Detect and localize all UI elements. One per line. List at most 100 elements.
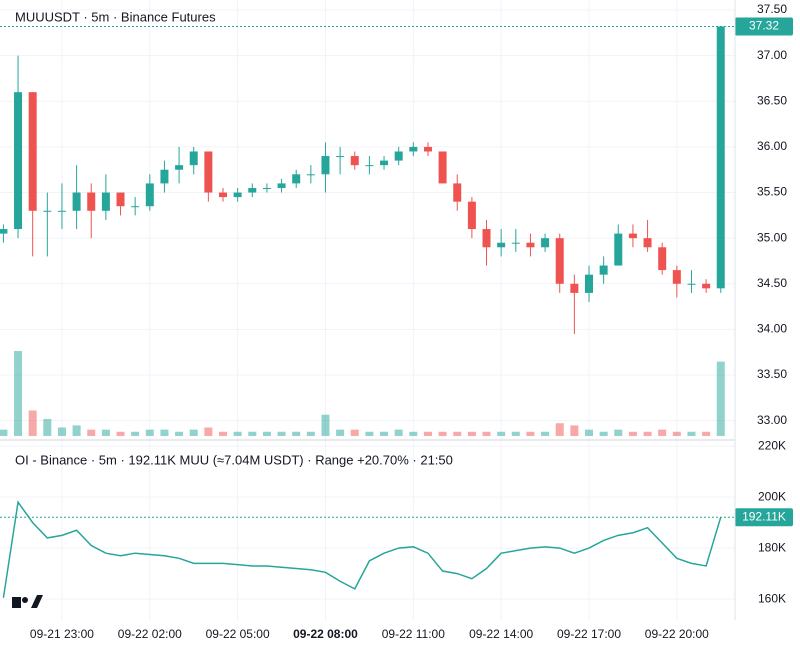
y-tick-label: 35.50 [757, 185, 787, 199]
volume-bar [160, 429, 169, 436]
candle-body [175, 165, 184, 170]
oi-title: OI - Binance · 5m · 192.11K MUU (≈7.04M … [15, 452, 453, 467]
y-tick-label: 33.00 [757, 413, 787, 427]
candle-body [511, 242, 520, 244]
volume-bar [321, 414, 330, 436]
candle-body [570, 283, 579, 293]
volume-bar [306, 431, 315, 436]
candle-body [189, 151, 198, 166]
candle-body [541, 238, 550, 248]
volume-bar [72, 425, 81, 436]
y-tick-label: 200K [758, 489, 786, 503]
y-tick-label: 180K [758, 540, 786, 554]
candle-body [585, 274, 593, 293]
volume-bar [599, 431, 608, 436]
volume-bar [233, 431, 242, 436]
candle-body [306, 174, 315, 176]
candle-body [409, 146, 418, 152]
candle-body [14, 92, 23, 230]
volume-bar [716, 361, 725, 436]
volume-bar [14, 351, 23, 436]
y-tick-label: 220K [758, 438, 786, 452]
volume-bar [101, 429, 110, 436]
candle-body [643, 238, 652, 248]
volume-bar [643, 431, 652, 436]
y-tick-label: 36.00 [757, 139, 787, 153]
volume-bar [570, 425, 579, 436]
x-tick-label: 09-21 23:00 [30, 627, 94, 641]
volume-bar [687, 431, 696, 436]
candle-body [687, 283, 696, 285]
x-tick-label: 09-22 02:00 [118, 627, 182, 641]
candle-body [467, 201, 476, 230]
candle-body [43, 210, 52, 212]
candle-body [131, 206, 140, 208]
volume-bar [350, 429, 359, 436]
volume-bar [248, 431, 257, 436]
y-tick-label: 37.50 [757, 2, 787, 16]
candle-body [292, 174, 301, 184]
candle-body [394, 151, 403, 161]
volume-bar [189, 429, 198, 436]
x-tick-label: 09-22 20:00 [645, 627, 709, 641]
volume-bar [57, 427, 66, 436]
candle-body [380, 160, 389, 166]
volume-bar [658, 429, 667, 436]
candle-body [160, 169, 169, 184]
volume-bar [145, 429, 154, 436]
candle-body [658, 247, 667, 271]
y-tick-label: 160K [758, 591, 786, 605]
volume-bar [409, 431, 418, 436]
candle-body [350, 156, 359, 166]
volume-bar [438, 431, 447, 436]
volume-bar [423, 431, 432, 436]
current-label: 37.32 [749, 19, 779, 33]
y-tick-label: 35.00 [757, 230, 787, 244]
volume-bar [219, 431, 227, 436]
candle-body [262, 187, 271, 189]
candle-body [336, 156, 345, 158]
candle-body [497, 242, 506, 248]
volume-bar [394, 429, 403, 436]
candle-body [248, 187, 257, 193]
x-tick-label: 09-22 05:00 [206, 627, 270, 641]
volume-bar [175, 431, 184, 436]
volume-bar [497, 431, 506, 436]
candle-body [28, 92, 37, 211]
volume-bar [541, 431, 550, 436]
candle-body [204, 151, 213, 193]
y-tick-label: 34.00 [757, 322, 787, 336]
volume-bar [482, 431, 491, 436]
candle-body [716, 26, 725, 289]
candle-body [482, 229, 491, 248]
candle-body [438, 151, 447, 184]
volume-bar [585, 429, 593, 436]
candle-body [365, 165, 374, 167]
candle-body [101, 192, 110, 211]
volume-bar [43, 419, 52, 436]
candle-body [672, 270, 681, 284]
volume-bar [672, 431, 681, 436]
volume-bar [116, 431, 125, 436]
volume-bar [467, 431, 476, 436]
volume-bar [131, 431, 140, 436]
y-tick-label: 36.50 [757, 93, 787, 107]
candle-body [453, 183, 462, 202]
volume-bar [87, 429, 96, 436]
candle-body [145, 183, 154, 207]
candle-body [628, 233, 637, 239]
candle-body [423, 146, 432, 152]
volume-bar [702, 431, 711, 436]
volume-bar [336, 429, 345, 436]
volume-bar [453, 431, 462, 436]
candle-body [526, 242, 535, 248]
tv-logo [12, 595, 43, 608]
candle-body [321, 156, 330, 175]
candle-body [116, 192, 125, 207]
y-tick-label: 34.50 [757, 276, 787, 290]
x-tick-label: 09-22 08:00 [293, 627, 358, 641]
oi-line [2, 500, 722, 598]
candle-body [277, 183, 286, 188]
volume-bar [526, 431, 535, 436]
